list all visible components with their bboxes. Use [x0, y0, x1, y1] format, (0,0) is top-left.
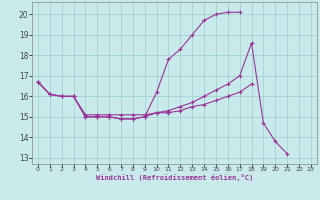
X-axis label: Windchill (Refroidissement éolien,°C): Windchill (Refroidissement éolien,°C) — [96, 174, 253, 181]
